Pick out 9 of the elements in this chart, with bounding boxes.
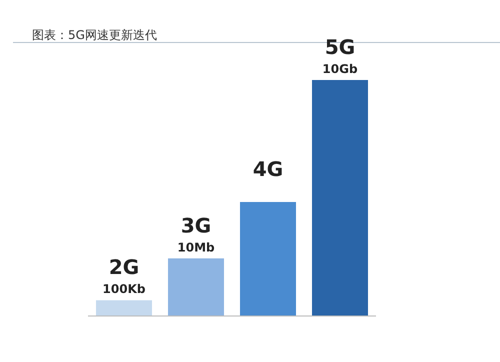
x-tick-label: 2G 100Kb [102, 255, 146, 296]
bar [168, 258, 224, 316]
bar [312, 80, 368, 316]
x-tick-label: 5G 10Gb [322, 35, 358, 76]
chart-title: 图表：5G网速更新迭代 [32, 27, 157, 44]
bar [96, 300, 152, 316]
bar [240, 202, 296, 316]
x-tick-label: 4G [252, 157, 284, 182]
x-tick-label: 3G 10Mb [177, 213, 216, 254]
